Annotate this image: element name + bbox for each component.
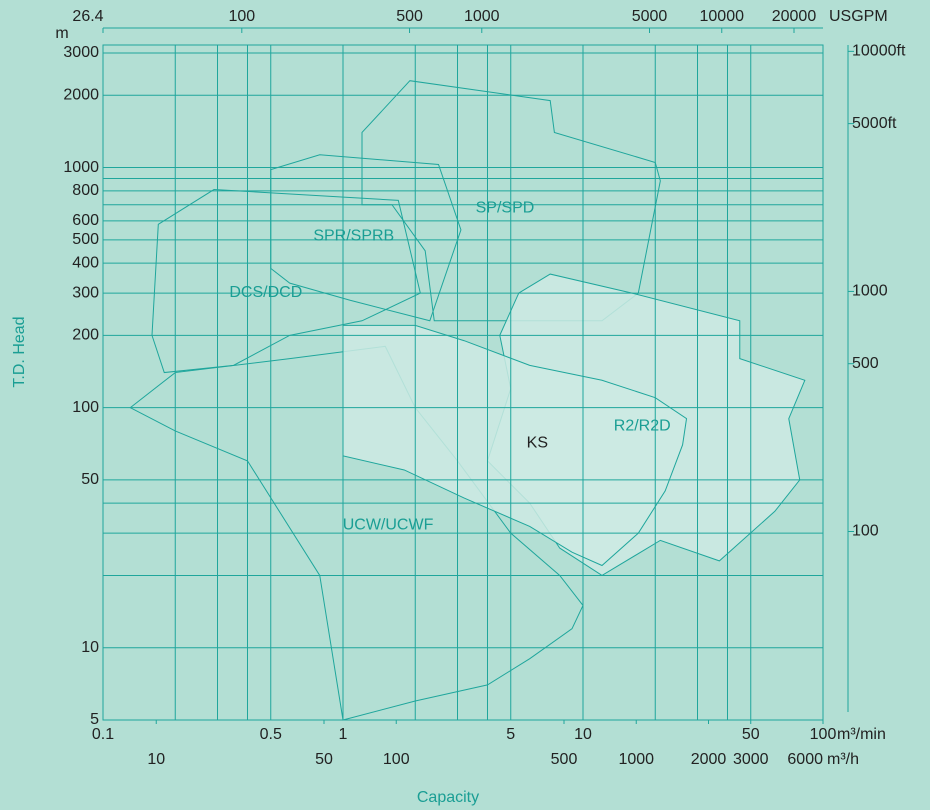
- y2-tick-label: 500: [852, 355, 879, 372]
- y-tick-label: 600: [72, 212, 99, 229]
- x2-tick-label: 10: [147, 751, 165, 768]
- region-outline: [270, 154, 462, 322]
- x-tick-label: 100: [810, 726, 837, 743]
- region-outline: [361, 80, 661, 322]
- y-tick-label: 5: [90, 711, 99, 728]
- x2-tick-label: 1000: [618, 751, 654, 768]
- x2-tick-label: 6000: [787, 751, 823, 768]
- y2-tick-label: 100: [852, 523, 879, 540]
- x-tick-label: 5: [506, 726, 515, 743]
- x2-tick-label: 50: [315, 751, 333, 768]
- y-tick-label: 50: [81, 471, 99, 488]
- x3-tick-label: 26.4: [72, 8, 103, 25]
- x-tick-label: 0.1: [92, 726, 114, 743]
- y-tick-label: 200: [72, 327, 99, 344]
- x3-tick-label: 10000: [700, 8, 745, 25]
- x-axis-title: Capacity: [417, 789, 479, 806]
- x3-tick-label: 100: [228, 8, 255, 25]
- y-tick-label: 100: [72, 399, 99, 416]
- region-label: SPR/SPRB: [313, 228, 394, 245]
- region-outline: [342, 324, 688, 567]
- region-label: KS: [527, 434, 548, 451]
- y-tick-label: 500: [72, 231, 99, 248]
- y-tick-label: 2000: [63, 86, 99, 103]
- x2-tick-label: 2000: [691, 751, 727, 768]
- y-tick-label: 400: [72, 254, 99, 271]
- x3-tick-label: 20000: [772, 8, 817, 25]
- x-tick-label: 10: [574, 726, 592, 743]
- region-label: DCS/DCD: [229, 284, 302, 301]
- x2-tick-label: 3000: [733, 751, 769, 768]
- x3-tick-label: 500: [396, 8, 423, 25]
- x2-unit: m³/h: [827, 751, 859, 768]
- region-label: UCW/UCWF: [343, 516, 434, 533]
- x3-tick-label: 1000: [464, 8, 500, 25]
- y2-tick-label: 10000ft: [852, 43, 906, 60]
- x-tick-label: 1: [339, 726, 348, 743]
- y-axis-title: T.D. Head: [11, 316, 28, 387]
- x3-tick-label: 5000: [632, 8, 668, 25]
- region-outline: [151, 189, 421, 374]
- x-tick-label: 0.5: [260, 726, 282, 743]
- y-tick-label: 300: [72, 284, 99, 301]
- x-unit: m³/min: [837, 726, 886, 743]
- y-tick-label: 1000: [63, 159, 99, 176]
- x3-unit: USGPM: [829, 8, 888, 25]
- x2-tick-label: 500: [551, 751, 578, 768]
- y2-tick-label: 1000: [852, 283, 888, 300]
- region-label: R2/R2D: [614, 417, 671, 434]
- x2-tick-label: 100: [383, 751, 410, 768]
- y-tick-label: 3000: [63, 44, 99, 61]
- region-label: SP/SPD: [476, 199, 535, 216]
- y-tick-label: 800: [72, 182, 99, 199]
- y2-tick-label: 5000ft: [852, 115, 897, 132]
- y-unit: m: [55, 25, 68, 42]
- x-tick-label: 50: [742, 726, 760, 743]
- y-tick-label: 10: [81, 639, 99, 656]
